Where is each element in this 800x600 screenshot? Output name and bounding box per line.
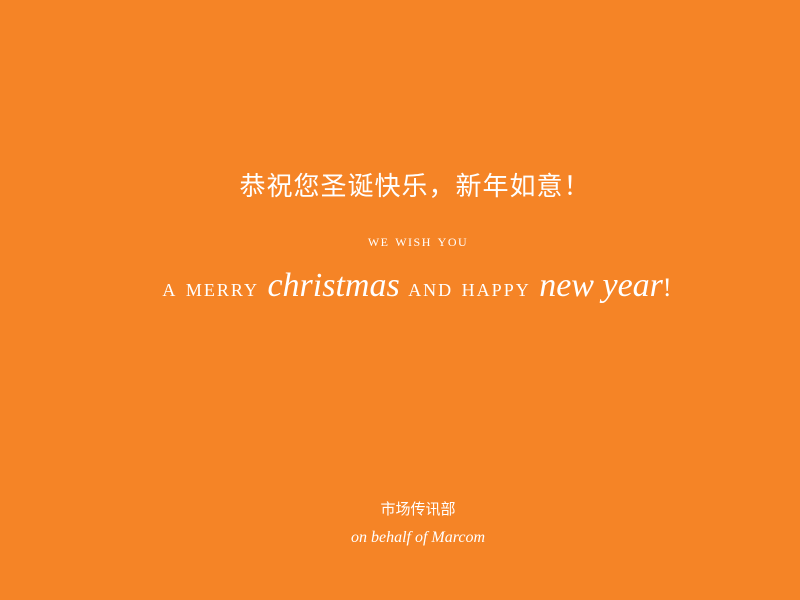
merry-part-exclamation: ! — [662, 273, 674, 302]
department-chinese: 市场传讯部 — [380, 500, 456, 518]
merry-part-new-year: new year — [539, 267, 663, 304]
merry-part-christmas: christmas — [267, 267, 400, 304]
department-english: on behalf of Marcom — [350, 529, 486, 546]
we-wish-you-line: we wish you — [367, 231, 469, 250]
merry-part-a-merry: a merry — [162, 273, 268, 302]
merry-part-and-happy: and happy — [399, 273, 540, 302]
merry-christmas-line: a merry christmas and happy new year! — [0, 264, 800, 310]
greeting-chinese: 恭祝您圣诞快乐，新年如意！ — [239, 172, 591, 202]
